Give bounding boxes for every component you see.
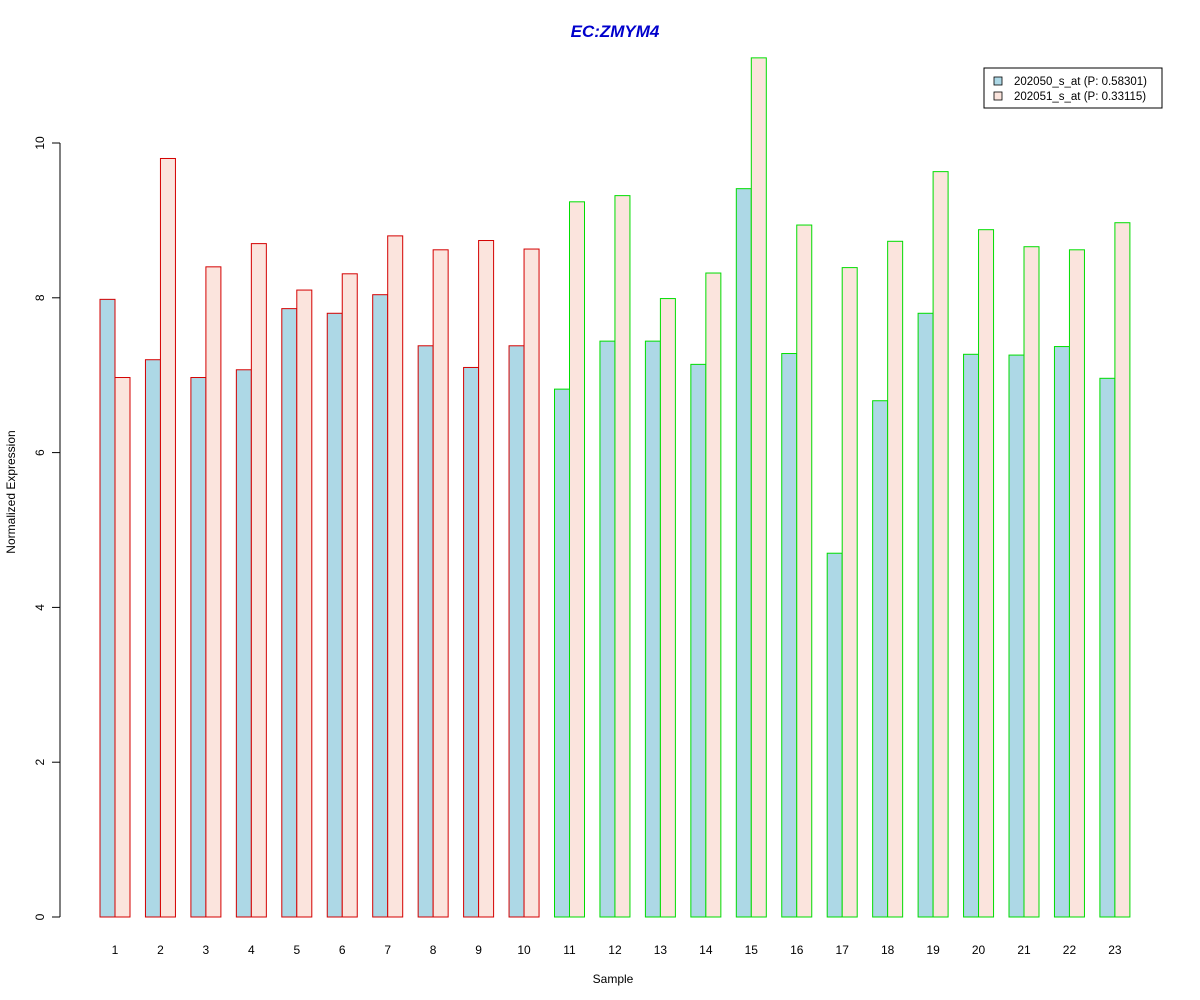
x-tick-label: 15 [745,943,759,957]
bar-202050-sample-10 [508,345,525,918]
bar-202051-sample-14 [705,272,722,918]
x-tick-label: 11 [563,943,576,957]
bar-202051-sample-22 [1068,249,1085,918]
bar-202051-sample-3 [205,266,222,918]
bar-202051-sample-9 [478,240,495,918]
bar-202050-sample-14 [690,363,707,918]
bar-202050-sample-5 [281,308,298,918]
bar-202050-sample-8 [417,345,434,918]
legend-box [983,67,1163,109]
bar-202050-sample-13 [644,340,661,918]
y-tick-label: 10 [33,136,47,150]
bar-202051-sample-7 [387,235,404,918]
bar-202051-sample-16 [796,224,813,918]
bar-202050-sample-12 [599,340,616,918]
x-tick-label: 8 [430,943,437,957]
y-axis-label: Normalized Expression [4,430,18,553]
bar-202050-sample-7 [372,294,389,918]
bar-202050-sample-1 [99,298,116,918]
bar-202051-sample-21 [1023,246,1040,918]
y-tick-label: 2 [33,759,47,766]
bar-202050-sample-23 [1099,377,1116,918]
bar-202051-sample-15 [750,57,767,918]
bar-202050-sample-15 [735,188,752,918]
bar-202050-sample-2 [144,359,161,918]
bar-202050-sample-22 [1053,346,1070,918]
x-tick-label: 14 [699,943,713,957]
bar-202050-sample-9 [463,366,480,918]
bar-202051-sample-2 [159,157,176,918]
y-tick-label: 6 [33,449,47,456]
x-tick-label: 6 [339,943,346,957]
x-axis-label: Sample [593,972,634,986]
x-tick-label: 23 [1108,943,1122,957]
x-tick-label: 19 [926,943,940,957]
bar-202051-sample-6 [341,273,358,918]
bars-group [99,57,1131,918]
x-tick-label: 3 [203,943,210,957]
x-tick-label: 7 [384,943,391,957]
bar-202051-sample-13 [659,298,676,918]
bar-202051-sample-17 [841,267,858,918]
bar-202051-sample-10 [523,248,540,918]
bar-202050-sample-11 [554,388,570,918]
x-tick-label: 13 [654,943,668,957]
x-tick-label: 4 [248,943,255,957]
bar-202051-sample-12 [614,195,631,918]
x-tick-label: 2 [157,943,164,957]
x-tick-labels: 1 2 3 4 5 6 7 8 9 10 11 12 13 14 15 16 17 18 19 20 21 22 23 [112,943,1122,957]
bar-202050-sample-21 [1008,354,1025,918]
chart-title: EC:ZMYM4 [571,22,660,41]
bar-202050-sample-16 [781,353,798,918]
bar-202050-sample-17 [826,552,843,918]
bar-202051-sample-11 [569,201,585,918]
x-tick-label: 12 [608,943,622,957]
legend-label-202050: 202050_s_at (P: 0.58301) [1014,76,1147,88]
bar-202050-sample-6 [326,312,343,918]
x-tick-label: 22 [1063,943,1077,957]
x-tick-label: 5 [293,943,300,957]
x-tick-label: 17 [836,943,850,957]
x-tick-label: 18 [881,943,895,957]
bar-202050-sample-18 [872,400,889,918]
legend-swatch-202050 [993,76,1003,86]
bar-202051-sample-4 [250,243,267,918]
x-tick-label: 21 [1017,943,1031,957]
bar-202051-sample-23 [1114,222,1131,918]
x-tick-label: 16 [790,943,804,957]
x-tick-label: 9 [475,943,482,957]
y-axis: 0 2 4 6 8 10 [33,136,61,920]
legend-swatch-202051 [993,91,1003,101]
bar-202051-sample-18 [887,240,904,918]
bar-202051-sample-5 [296,289,313,918]
bar-202051-sample-1 [114,377,131,918]
legend-label-202051: 202051_s_at (P: 0.33115) [1014,91,1146,103]
bar-202050-sample-19 [917,312,934,918]
x-tick-label: 20 [972,943,986,957]
x-tick-label: 1 [112,943,119,957]
bar-202050-sample-20 [963,353,980,918]
bar-202051-sample-19 [932,171,949,918]
bar-202050-sample-4 [235,369,252,918]
bar-202051-sample-8 [432,249,449,918]
bar-202051-sample-20 [978,229,995,918]
y-tick-label: 4 [33,604,47,611]
y-tick-label: 0 [33,913,47,920]
bar-202050-sample-3 [190,377,207,918]
y-tick-label: 8 [33,294,47,301]
x-tick-label: 10 [517,943,531,957]
legend: 202050_s_at (P: 0.58301) 202051_s_at (P:… [983,67,1163,109]
